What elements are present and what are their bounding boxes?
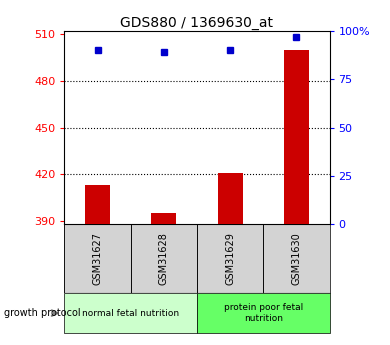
Bar [151, 213, 176, 224]
Title: GDS880 / 1369630_at: GDS880 / 1369630_at [121, 16, 273, 30]
Bar [131, 224, 197, 293]
Bar [197, 224, 263, 293]
Bar [64, 224, 131, 293]
Text: protein poor fetal
nutrition: protein poor fetal nutrition [223, 303, 303, 323]
Text: GSM31628: GSM31628 [159, 232, 169, 285]
Text: GSM31629: GSM31629 [225, 232, 235, 285]
Text: normal fetal nutrition: normal fetal nutrition [82, 308, 179, 318]
Text: GSM31630: GSM31630 [291, 233, 301, 285]
Text: growth protocol: growth protocol [4, 308, 80, 318]
Bar [284, 50, 309, 224]
Bar [64, 293, 197, 333]
Bar [197, 293, 330, 333]
Bar [85, 185, 110, 224]
Bar [218, 173, 243, 224]
Text: GSM31627: GSM31627 [92, 232, 103, 285]
Bar [263, 224, 330, 293]
